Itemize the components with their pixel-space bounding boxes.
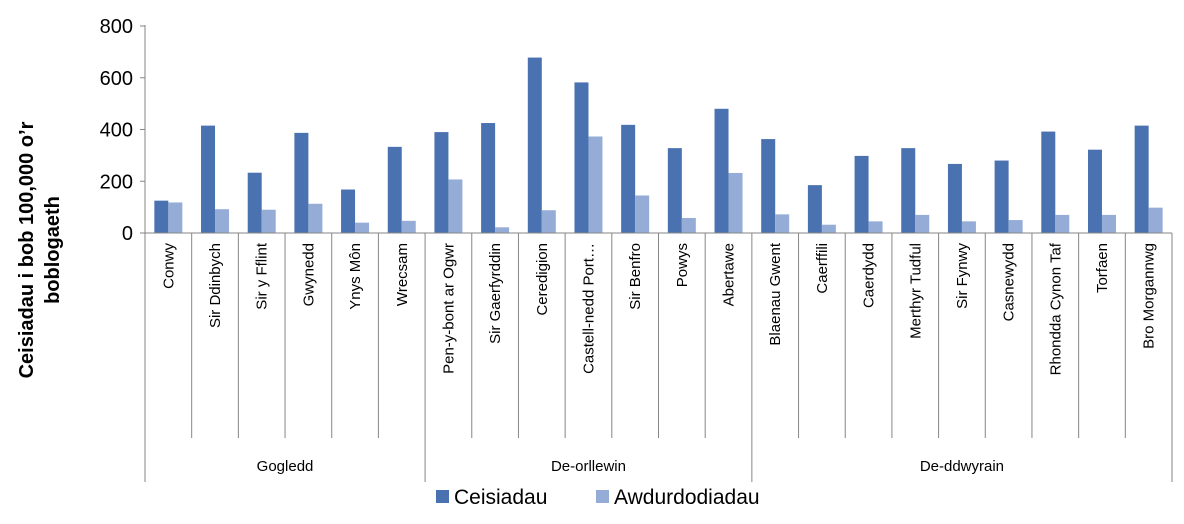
bar-ceisiadau <box>294 132 309 233</box>
bar-awdurdodiadau <box>868 221 883 233</box>
legend-label: Ceisiadau <box>454 486 547 509</box>
bar-ceisiadau <box>901 148 916 233</box>
bar-awdurdodiadau <box>961 221 976 233</box>
x-tick-label: Castell-nedd Port… <box>580 243 597 374</box>
bar-awdurdodiadau <box>1055 214 1070 233</box>
group-labels: Gogledd De-orllewin De-ddwyrain <box>257 458 1004 475</box>
y-tick-label: 0 <box>122 223 133 245</box>
bar-ceisiadau <box>994 160 1009 233</box>
x-tick-label: Blaenau Gwent <box>767 242 784 345</box>
group-label: De-orllewin <box>551 458 626 475</box>
y-axis-label: Ceisiadau i bob 100,000 o’r boblogaeth <box>16 121 64 378</box>
bar-awdurdodiadau <box>495 227 510 233</box>
x-tick-label: Conwy <box>160 243 177 289</box>
bar-awdurdodiadau <box>448 179 463 233</box>
bar-awdurdodiadau <box>821 224 836 233</box>
y-axis-label-line: boblogaeth <box>42 196 64 304</box>
bar-ceisiadau <box>341 189 356 233</box>
bar-ceisiadau <box>761 139 776 233</box>
x-tick-label: Gwynedd <box>300 243 317 306</box>
x-tick-label: Powys <box>674 243 691 287</box>
bar-ceisiadau <box>1087 149 1102 233</box>
bar-awdurdodiadau <box>401 220 416 233</box>
y-tick-label: 600 <box>100 68 133 90</box>
bar-ceisiadau <box>714 108 729 233</box>
x-tick-label: Ynys Môn <box>347 243 364 310</box>
y-axis-ticks: 0 200 400 600 800 <box>100 16 145 245</box>
x-tick-label: Pen-y-bont ar Ogwr <box>440 243 457 374</box>
group-label: Gogledd <box>257 458 314 475</box>
bar-ceisiadau <box>434 132 449 233</box>
bar-ceisiadau <box>387 146 402 233</box>
legend-swatch <box>596 490 609 503</box>
x-tick-label: Merthyr Tudful <box>907 243 924 339</box>
bar-awdurdodiadau <box>681 217 696 233</box>
bar-awdurdodiadau <box>355 222 370 233</box>
bar-awdurdodiadau <box>728 172 743 233</box>
bar-ceisiadau <box>1041 131 1056 233</box>
bar-awdurdodiadau <box>215 209 230 233</box>
x-tick-label: Wrecsam <box>394 243 411 306</box>
y-tick-label: 200 <box>100 171 133 193</box>
bar-ceisiadau <box>527 57 542 233</box>
x-tick-label: Sir Ddinbych <box>207 243 224 328</box>
x-tick-label: Caerdydd <box>861 243 878 308</box>
y-tick-label: 800 <box>100 16 133 38</box>
bar-ceisiadau <box>1134 125 1149 233</box>
bar-awdurdodiadau <box>1101 214 1116 233</box>
x-tick-label: Torfaen <box>1094 243 1111 293</box>
x-tick-label: Sir Gaerfyrddin <box>487 243 504 344</box>
bar-awdurdodiadau <box>168 202 183 233</box>
y-axis-label-line: Ceisiadau i bob 100,000 o’r <box>16 121 38 378</box>
bar-awdurdodiadau <box>775 214 790 233</box>
legend-swatch <box>436 490 449 503</box>
bar-ceisiadau <box>154 200 169 233</box>
y-tick-label: 400 <box>100 120 133 142</box>
x-tick-label: Bro Morgannwg <box>1141 243 1158 349</box>
bar-awdurdodiadau <box>588 136 603 233</box>
bar-ceisiadau <box>247 172 262 233</box>
bar-ceisiadau <box>807 185 822 233</box>
bar-ceisiadau <box>481 123 496 233</box>
bar-awdurdodiadau <box>1008 220 1023 233</box>
legend-label: Awdurdodiadau <box>614 486 760 509</box>
x-tick-label: Caerffili <box>814 243 831 294</box>
x-tick-label: Ceredigion <box>534 243 551 316</box>
x-tick-label: Abertawe <box>721 243 738 306</box>
x-tick-label: Casnewydd <box>1001 243 1018 321</box>
bar-ceisiadau <box>621 124 636 233</box>
x-axis-ticks: Conwy Sir Ddinbych Sir y Fflint Gwynedd Ynys… <box>160 242 1157 375</box>
bar-awdurdodiadau <box>308 203 323 233</box>
group-label: De-ddwyrain <box>920 458 1004 475</box>
bar-awdurdodiadau <box>635 195 650 233</box>
bar-awdurdodiadau <box>1148 207 1163 233</box>
legend: Ceisiadau Awdurdodiadau <box>436 486 760 509</box>
bar-ceisiadau <box>854 155 869 233</box>
bar-ceisiadau <box>667 148 682 233</box>
x-tick-label: Sir Benfro <box>627 243 644 310</box>
bar-awdurdodiadau <box>541 210 556 233</box>
x-tick-label: Sir y Fflint <box>254 242 271 310</box>
x-tick-label: Sir Fynwy <box>954 243 971 309</box>
bar-awdurdodiadau <box>915 214 930 233</box>
x-tick-label: Rhondda Cynon Taf <box>1047 242 1064 375</box>
bar-awdurdodiadau <box>261 209 276 233</box>
bar-ceisiadau <box>947 163 962 233</box>
bar-ceisiadau <box>574 82 589 233</box>
axes-layer <box>144 25 1173 482</box>
bar-ceisiadau <box>201 125 216 233</box>
bars-layer <box>154 57 1163 233</box>
